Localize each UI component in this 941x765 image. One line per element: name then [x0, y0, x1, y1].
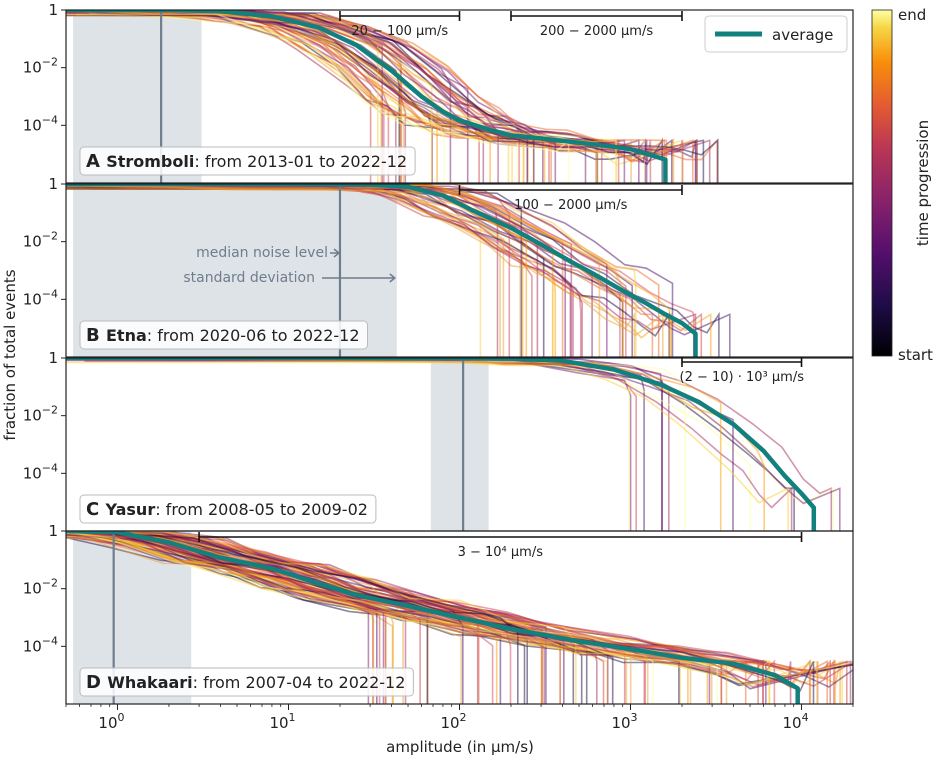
- y-tick-label: 10−2: [23, 404, 58, 425]
- colorbar-gradient: [871, 9, 893, 357]
- panel-label-box: [79, 146, 416, 176]
- y-tick-label: 10−4: [23, 113, 58, 134]
- y-tick-label: 1: [48, 522, 58, 540]
- average-curve: [66, 10, 668, 183]
- median-arrow: [329, 248, 341, 258]
- event-curve: [114, 533, 835, 704]
- panel-label-box: [79, 494, 377, 524]
- event-curve: [66, 10, 491, 183]
- x-tick-label: 104: [782, 711, 808, 732]
- colorbar-top-label: end: [898, 6, 926, 24]
- y-tick-label: 10−4: [23, 461, 58, 482]
- y-tick-label: 10−4: [23, 634, 58, 655]
- average-curve: [66, 531, 800, 704]
- panel-label: B Etna: from 2020-06 to 2022-12: [86, 325, 360, 346]
- panel-label: A Stromboli: from 2013-01 to 2022-12: [86, 151, 407, 172]
- panel-label-box: [79, 320, 368, 350]
- noise-std-band: [430, 358, 489, 531]
- event-curve: [66, 13, 597, 183]
- panel-c: 1 10−2 10−4 (2 − 10) · 10³ µm/s C Yasur: fro…: [23, 349, 854, 532]
- median-noise-annotation: median noise level: [196, 245, 328, 261]
- range-label: 200 − 2000 µm/s: [540, 24, 654, 39]
- event-curve: [66, 531, 853, 686]
- colorbar: end start time progression: [871, 6, 933, 364]
- panel-frame: [65, 9, 854, 184]
- legend-average-label: average: [772, 26, 833, 44]
- etna-annotations: median noise level standard deviation: [183, 245, 397, 286]
- range-label: (2 − 10) · 10³ µm/s: [680, 370, 805, 385]
- range-label: 100 − 2000 µm/s: [514, 198, 628, 213]
- y-tick-label: 10−2: [23, 56, 58, 77]
- panel-label: D Whakaari: from 2007-04 to 2022-12: [86, 672, 405, 693]
- y-tick-label: 1: [48, 1, 58, 19]
- event-curve: [66, 531, 764, 704]
- event-curve: [66, 531, 598, 704]
- event-curve: [84, 358, 663, 531]
- range-label: 20 − 100 µm/s: [351, 24, 448, 39]
- y-tick-label: 10−2: [23, 577, 58, 598]
- y-tick-label: 1: [48, 349, 58, 367]
- panel-d: 1 10−2 10−4 3 − 10⁴ µm/s D Whakaari: from 20…: [23, 522, 854, 705]
- average-curve: [66, 184, 698, 357]
- event-curve: [106, 533, 519, 704]
- range-label: 3 − 10⁴ µm/s: [458, 545, 544, 560]
- y-tick-label: 10−4: [23, 287, 58, 308]
- y-axis-label: fraction of total events: [1, 269, 19, 440]
- colorbar-title: time progression: [914, 120, 932, 246]
- panel-label-box: [79, 667, 414, 697]
- panel-b: 1 10−2 10−4 100 − 2000 µm/s B Etna: from 202…: [23, 175, 854, 358]
- x-axis: 100 101 102 103 104: [65, 704, 854, 732]
- panel-frame: [65, 183, 854, 358]
- y-tick-label: 10−2: [23, 230, 58, 251]
- average-curve: [66, 358, 817, 531]
- panel-label: C Yasur: from 2008-05 to 2009-02: [86, 499, 368, 520]
- x-axis-label: amplitude (in µm/s): [386, 738, 534, 756]
- event-curve: [95, 184, 671, 357]
- event-curve: [115, 358, 686, 531]
- legend: average: [704, 15, 848, 53]
- colorbar-bottom-label: start: [898, 346, 933, 364]
- event-curve: [66, 361, 789, 531]
- std-annotation: standard deviation: [183, 270, 315, 286]
- x-tick-label: 101: [269, 711, 295, 732]
- y-tick-label: 1: [48, 175, 58, 193]
- x-tick-label: 102: [440, 711, 466, 732]
- std-arrow: [321, 273, 397, 283]
- x-tick-label: 100: [98, 711, 124, 732]
- event-curve: [98, 358, 722, 531]
- panel-a: 1 10−2 10−4 20 − 100 µm/s 200 − 2000 µm/s A S…: [23, 1, 854, 184]
- x-tick-label: 103: [611, 711, 637, 732]
- legend-box: [704, 15, 848, 53]
